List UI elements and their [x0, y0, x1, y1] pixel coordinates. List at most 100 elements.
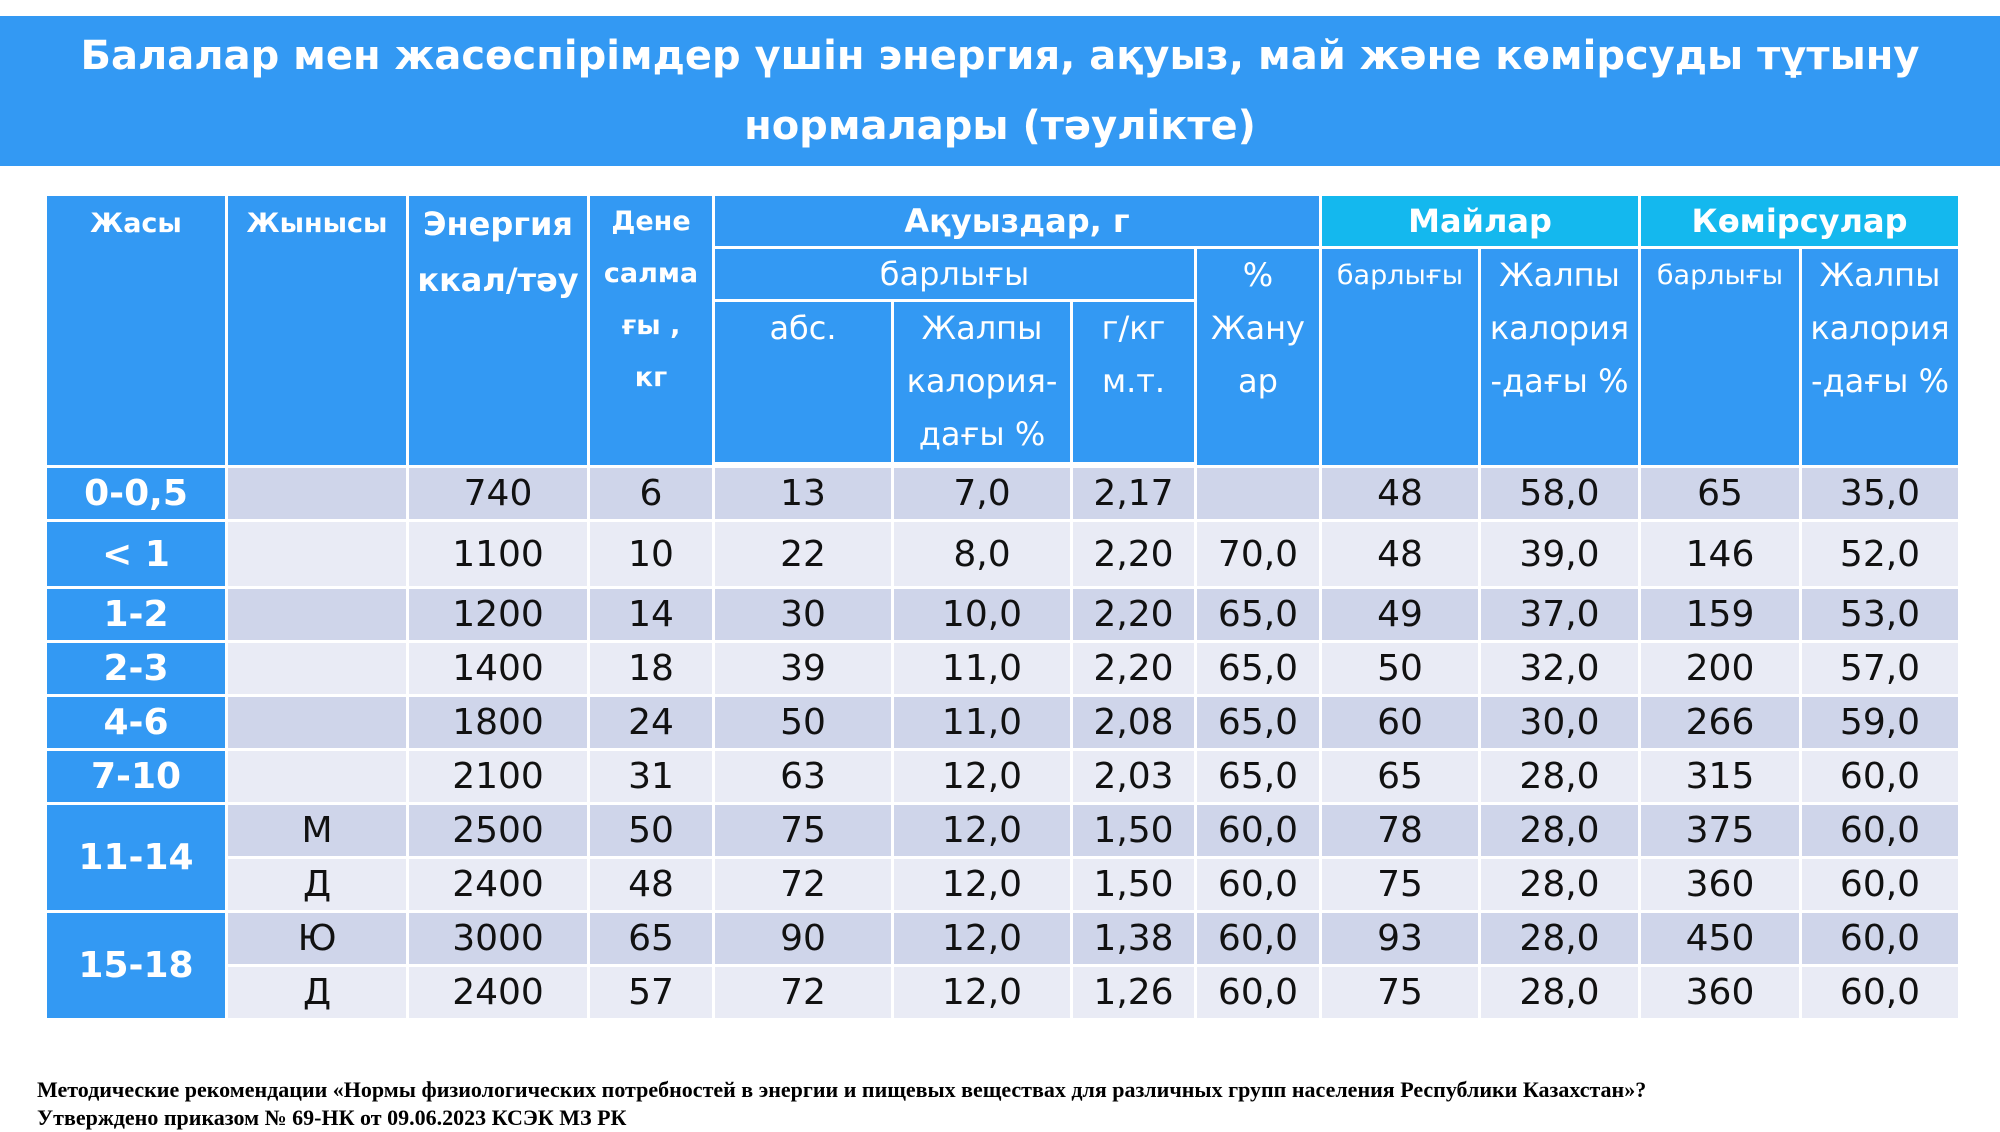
carbs-calorie-pct-cell: 60,0: [1802, 859, 1958, 910]
fats-calorie-pct-cell: 32,0: [1481, 643, 1638, 694]
age-cell: 2-3: [47, 643, 225, 694]
table-body: 0-0,5 740 6 13 7,0 2,17 48 58,0 65 35,0 < 1 1100 10 2…: [47, 468, 1958, 1018]
table-row: 7-10 2100 31 63 12,0 2,03 65,0 65 28,0 315 60,0: [47, 751, 1958, 802]
sex-cell: [228, 643, 406, 694]
age-cell: 4-6: [47, 697, 225, 748]
protein-calorie-pct-cell: 11,0: [894, 643, 1070, 694]
fats-calorie-pct-cell: 28,0: [1481, 751, 1638, 802]
sex-cell: М: [228, 805, 406, 856]
protein-abs-cell: 63: [715, 751, 891, 802]
header-fats: Майлар: [1322, 196, 1638, 246]
table-row: 4-6 1800 24 50 11,0 2,08 65,0 60 30,0 266 59,0: [47, 697, 1958, 748]
table-row: < 1 1100 10 22 8,0 2,20 70,0 48 39,0 146 52,0: [47, 522, 1958, 586]
carbs-calorie-pct-cell: 60,0: [1802, 805, 1958, 856]
sex-cell: [228, 697, 406, 748]
body-weight-cell: 31: [590, 751, 712, 802]
header-proteins: Ақуыздар, г: [715, 196, 1319, 246]
energy-cell: 2100: [409, 751, 587, 802]
fats-calorie-pct-cell: 28,0: [1481, 967, 1638, 1018]
fats-total-cell: 49: [1322, 589, 1478, 640]
age-cell: 1-2: [47, 589, 225, 640]
energy-cell: 1200: [409, 589, 587, 640]
protein-animal-pct-cell: 65,0: [1197, 697, 1319, 748]
header-age: Жасы: [47, 196, 225, 465]
fats-calorie-pct-cell: 30,0: [1481, 697, 1638, 748]
table-row: 1-2 1200 14 30 10,0 2,20 65,0 49 37,0 159 53,0: [47, 589, 1958, 640]
fats-calorie-pct-cell: 39,0: [1481, 522, 1638, 586]
carbs-total-cell: 266: [1641, 697, 1799, 748]
header-protein-abs: абс.: [715, 302, 891, 462]
table-row: 2-3 1400 18 39 11,0 2,20 65,0 50 32,0 200 57,0: [47, 643, 1958, 694]
age-cell: 15-18: [47, 913, 225, 1018]
protein-animal-pct-cell: 70,0: [1197, 522, 1319, 586]
protein-animal-pct-cell: [1197, 468, 1319, 519]
fats-total-cell: 48: [1322, 522, 1478, 586]
fats-total-cell: 48: [1322, 468, 1478, 519]
carbs-calorie-pct-cell: 57,0: [1802, 643, 1958, 694]
header-body-weight: Дене салма ғы , кг: [590, 196, 712, 465]
protein-g-per-kg-cell: 2,20: [1073, 643, 1194, 694]
protein-g-per-kg-cell: 1,50: [1073, 859, 1194, 910]
sex-cell: [228, 751, 406, 802]
title-line-2: нормалары (тәулікте): [744, 103, 1256, 149]
fats-total-cell: 60: [1322, 697, 1478, 748]
header-fats-total: барлығы: [1322, 249, 1478, 465]
source-citation: Методические рекомендации «Нормы физиоло…: [37, 1076, 1987, 1132]
protein-abs-cell: 39: [715, 643, 891, 694]
protein-g-per-kg-cell: 2,03: [1073, 751, 1194, 802]
protein-g-per-kg-cell: 1,38: [1073, 913, 1194, 964]
age-cell: 0-0,5: [47, 468, 225, 519]
fats-total-cell: 78: [1322, 805, 1478, 856]
protein-abs-cell: 30: [715, 589, 891, 640]
protein-calorie-pct-cell: 12,0: [894, 913, 1070, 964]
header-fats-calorie-pct: Жалпы калория -дағы %: [1481, 249, 1638, 465]
fats-calorie-pct-cell: 37,0: [1481, 589, 1638, 640]
energy-cell: 1400: [409, 643, 587, 694]
body-weight-cell: 65: [590, 913, 712, 964]
carbs-total-cell: 450: [1641, 913, 1799, 964]
protein-animal-pct-cell: 60,0: [1197, 913, 1319, 964]
header-protein-g-per-kg: г/кг м.т.: [1073, 302, 1194, 462]
sex-cell: Д: [228, 967, 406, 1018]
fats-calorie-pct-cell: 28,0: [1481, 913, 1638, 964]
protein-g-per-kg-cell: 1,50: [1073, 805, 1194, 856]
protein-g-per-kg-cell: 1,26: [1073, 967, 1194, 1018]
body-weight-cell: 18: [590, 643, 712, 694]
protein-g-per-kg-cell: 2,20: [1073, 589, 1194, 640]
carbs-calorie-pct-cell: 60,0: [1802, 913, 1958, 964]
body-weight-cell: 10: [590, 522, 712, 586]
header-protein-animal: % Жану ар: [1197, 249, 1319, 465]
table-row: Д 2400 57 72 12,0 1,26 60,0 75 28,0 360 60,0: [47, 967, 1958, 1018]
protein-calorie-pct-cell: 12,0: [894, 805, 1070, 856]
carbs-total-cell: 360: [1641, 859, 1799, 910]
protein-calorie-pct-cell: 10,0: [894, 589, 1070, 640]
header-protein-calorie-pct: Жалпы калория- дағы %: [894, 302, 1070, 462]
energy-cell: 1100: [409, 522, 587, 586]
age-cell: 7-10: [47, 751, 225, 802]
protein-animal-pct-cell: 65,0: [1197, 751, 1319, 802]
header-sex: Жынысы: [228, 196, 406, 465]
header-carbs: Көмірсулар: [1641, 196, 1958, 246]
protein-animal-pct-cell: 65,0: [1197, 589, 1319, 640]
protein-calorie-pct-cell: 12,0: [894, 859, 1070, 910]
sex-cell: [228, 468, 406, 519]
body-weight-cell: 57: [590, 967, 712, 1018]
protein-abs-cell: 75: [715, 805, 891, 856]
protein-abs-cell: 13: [715, 468, 891, 519]
fats-total-cell: 75: [1322, 967, 1478, 1018]
header-protein-total: барлығы: [715, 249, 1194, 299]
protein-animal-pct-cell: 60,0: [1197, 805, 1319, 856]
fats-calorie-pct-cell: 58,0: [1481, 468, 1638, 519]
protein-g-per-kg-cell: 2,17: [1073, 468, 1194, 519]
protein-animal-pct-cell: 60,0: [1197, 859, 1319, 910]
body-weight-cell: 50: [590, 805, 712, 856]
protein-g-per-kg-cell: 2,20: [1073, 522, 1194, 586]
carbs-calorie-pct-cell: 35,0: [1802, 468, 1958, 519]
protein-calorie-pct-cell: 12,0: [894, 751, 1070, 802]
table-row: Д 2400 48 72 12,0 1,50 60,0 75 28,0 360 60,0: [47, 859, 1958, 910]
table-row: 15-18 Ю 3000 65 90 12,0 1,38 60,0 93 28,0 450 60,0: [47, 913, 1958, 1018]
protein-abs-cell: 90: [715, 913, 891, 964]
body-weight-cell: 24: [590, 697, 712, 748]
energy-cell: 2400: [409, 859, 587, 910]
table-row: 0-0,5 740 6 13 7,0 2,17 48 58,0 65 35,0: [47, 468, 1958, 519]
